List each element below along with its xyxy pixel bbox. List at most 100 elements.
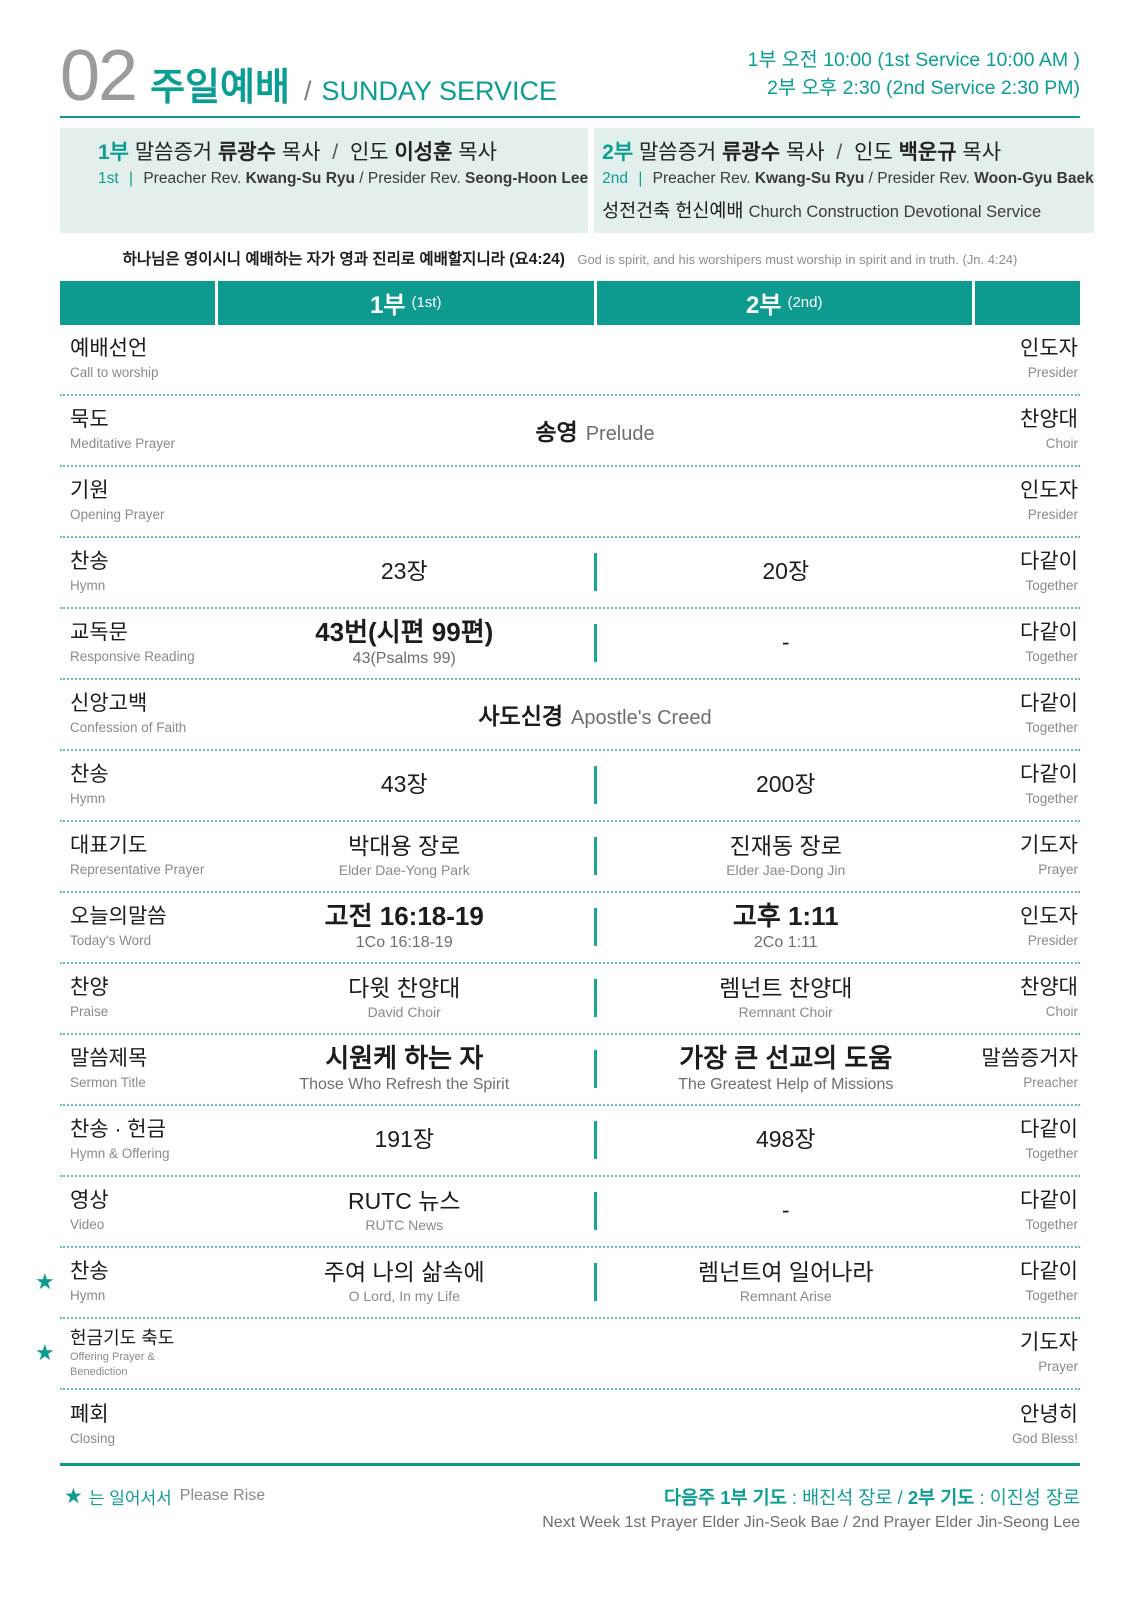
row-content-cell: 사도신경 Apostle's Creed bbox=[215, 680, 975, 749]
page-title-english: SUNDAY SERVICE bbox=[321, 76, 558, 106]
row-label-en: Sermon Title bbox=[70, 1074, 146, 1090]
row-label-cell: 찬송 Hymn bbox=[60, 550, 215, 594]
column-divider bbox=[593, 1121, 597, 1160]
row-role-ko: 다같이 bbox=[1020, 1189, 1078, 1213]
row-role-ko: 기도자 bbox=[1020, 834, 1078, 858]
first-preacher-name-ko: 류광수 bbox=[217, 141, 276, 164]
row-second-service-content bbox=[597, 359, 976, 360]
row-role-cell: 다같이 Together bbox=[975, 550, 1080, 594]
row-role-en: Presider bbox=[1027, 364, 1078, 380]
verse-korean: 하나님은 영이시니 예배하는 자가 영과 진리로 예배할지니라 (요4:24) bbox=[122, 250, 565, 268]
row-label-ko: 예배선언 bbox=[70, 337, 148, 361]
second-preacher-suffix-ko: 목사 bbox=[785, 141, 825, 164]
row-role-en: Together bbox=[1025, 648, 1078, 664]
row-label-en: Confession of Faith bbox=[70, 719, 187, 735]
table-row: 찬송 Hymn 43장 200장 다같이 Together bbox=[60, 751, 1080, 822]
row-label-cell: 예배선언 Call to worship bbox=[60, 337, 215, 381]
row-first-ko: 박대용 장로 bbox=[348, 833, 461, 860]
row-role-ko: 인도자 bbox=[1020, 479, 1078, 503]
row-label-cell: 교독문 Responsive Reading bbox=[60, 621, 215, 665]
row-role-en: Presider bbox=[1027, 932, 1078, 948]
column-divider bbox=[593, 1192, 597, 1231]
row-role-ko: 말씀증거자 bbox=[981, 1047, 1078, 1071]
row-role-cell: 다같이 Together bbox=[975, 621, 1080, 665]
row-label-cell: 영상 Video bbox=[60, 1189, 215, 1233]
header-second-ko: 2부 bbox=[746, 292, 782, 320]
row-role-cell: 인도자 Presider bbox=[975, 905, 1080, 949]
row-second-service-content bbox=[597, 1425, 976, 1426]
table-header-row: 1부 (1st) 2부 (2nd) bbox=[60, 280, 1080, 325]
first-preacher-label-ko: 말씀증거 bbox=[134, 141, 213, 164]
table-row: 폐회 Closing 안녕히 God Bless! bbox=[60, 1390, 1080, 1461]
row-label-cell: ★ 찬송 Hymn bbox=[35, 1260, 215, 1304]
table-row: 찬송 · 헌금 Hymn & Offering 191장 498장 다같이 Togethe… bbox=[60, 1106, 1080, 1177]
first-preacher-suffix-ko: 목사 bbox=[281, 141, 321, 164]
service-times: 1부 오전 10:00 (1st Service 10:00 AM ) 2부 오… bbox=[748, 46, 1080, 103]
next-week-name1-ko: : 배진석 장로 / bbox=[791, 1486, 903, 1508]
second-preacher-rev-en: Rev. bbox=[719, 170, 751, 188]
row-label-ko: 찬송 · 헌금 bbox=[70, 1118, 166, 1142]
row-first-ko: 주여 나의 삶속에 bbox=[323, 1259, 485, 1286]
row-second-service-content: 200장 bbox=[597, 771, 976, 799]
header-first-en: (1st) bbox=[411, 294, 442, 312]
row-role-ko: 다같이 bbox=[1020, 550, 1078, 574]
page-title-group: 02 주일예배 / SUNDAY SERVICE bbox=[60, 40, 557, 112]
table-row: ★ 헌금기도 축도 Offering Prayer & Benediction 기도자… bbox=[35, 1319, 1080, 1390]
table-row: 오늘의말씀 Today's Word 고전 16:18-19 1Co 16:18-19… bbox=[60, 893, 1080, 964]
row-label-ko: 찬양 bbox=[70, 976, 109, 1000]
column-divider bbox=[593, 1263, 597, 1302]
row-second-ko: 렘넌트여 일어나라 bbox=[697, 1259, 874, 1286]
row-span-en: Prelude bbox=[585, 423, 655, 446]
second-preacher-name-en: Kwang-Su Ryu bbox=[754, 170, 865, 188]
star-icon: ★ bbox=[64, 1484, 83, 1508]
row-second-ko: 200장 bbox=[755, 771, 816, 798]
second-preacher-label-en: Preacher bbox=[652, 170, 716, 188]
table-body: 예배선언 Call to worship 인도자 Presider 묵도 Meditati… bbox=[35, 325, 1080, 1461]
row-label-en: Meditative Prayer bbox=[70, 435, 176, 451]
row-content-cell: 다윗 찬양대 David Choir 렘넌트 찬양대 Remnant Choir bbox=[215, 964, 975, 1033]
row-first-ko: 23장 bbox=[380, 558, 428, 585]
table-bottom-divider bbox=[60, 1462, 1080, 1466]
row-first-service-content: 다윗 찬양대 David Choir bbox=[215, 975, 594, 1021]
row-first-en: Those Who Refresh the Spirit bbox=[299, 1075, 510, 1093]
second-part-label-en: 2nd bbox=[602, 170, 628, 188]
row-second-en: 2Co 1:11 bbox=[753, 933, 818, 951]
first-presider-label-en: Presider Rev. bbox=[367, 170, 461, 188]
page-header: 02 주일예배 / SUNDAY SERVICE 1부 오전 10:00 (1s… bbox=[60, 0, 1080, 112]
table-row: 신앙고백 Confession of Faith 사도신경 Apostle's Cre… bbox=[60, 680, 1080, 751]
title-separator: / bbox=[303, 76, 312, 106]
column-divider bbox=[593, 1050, 597, 1089]
row-role-ko: 다같이 bbox=[1020, 621, 1078, 645]
row-second-ko: - bbox=[781, 1197, 790, 1224]
next-week-english: Next Week 1st Prayer Elder Jin-Seok Bae … bbox=[542, 1513, 1080, 1531]
first-service-english: 1st | Preacher Rev. Kwang-Su Ryu / Presi… bbox=[98, 170, 589, 188]
row-label-ko: 교독문 bbox=[70, 621, 128, 645]
row-content-cell: 43번(시편 99편) 43(Psalms 99) - bbox=[215, 609, 975, 678]
row-span-content: 사도신경 Apostle's Creed bbox=[215, 697, 975, 731]
next-week-prayer: 다음주 1부 기도 : 배진석 장로 / 2부 기도 : 이진성 장로 Next… bbox=[542, 1484, 1080, 1532]
second-service-english: 2nd | Preacher Rev. Kwang-Su Ryu / Presi… bbox=[602, 170, 1094, 188]
row-content-cell: 191장 498장 bbox=[215, 1106, 975, 1175]
row-content-cell: 박대용 장로 Elder Dae-Yong Park 진재동 장로 Elder Jae… bbox=[215, 822, 975, 891]
star-icon: ★ bbox=[35, 1340, 55, 1366]
row-first-service-content: 박대용 장로 Elder Dae-Yong Park bbox=[215, 833, 594, 879]
next-week-part2-ko: 2부 기도 bbox=[907, 1486, 975, 1508]
row-role-cell: 다같이 Together bbox=[975, 1118, 1080, 1162]
service-time-first: 1부 오전 10:00 (1st Service 10:00 AM ) bbox=[747, 49, 1080, 71]
first-service-korean: 1부 말씀증거 류광수 목사 / 인도 이성훈 목사 bbox=[98, 141, 497, 164]
first-presider-name-ko: 이성훈 bbox=[394, 141, 453, 164]
row-label-en: Hymn bbox=[70, 577, 106, 593]
second-presider-name-en: Woon-Gyu Baek bbox=[974, 170, 1094, 188]
row-content-cell: 고전 16:18-19 1Co 16:18-19 고후 1:11 2Co 1:11 bbox=[215, 893, 975, 962]
row-role-en: Presider bbox=[1027, 506, 1078, 522]
service-info-row: 1부 말씀증거 류광수 목사 / 인도 이성훈 목사 1st | Preache… bbox=[60, 128, 1094, 233]
row-label-cell: 찬송 · 헌금 Hymn & Offering bbox=[60, 1118, 215, 1162]
row-second-ko: - bbox=[781, 629, 790, 656]
row-label-cell: 말씀제목 Sermon Title bbox=[60, 1047, 215, 1091]
header-cell-second-service: 2부 (2nd) bbox=[596, 280, 972, 325]
row-label-en: Offering Prayer & Benediction bbox=[70, 1351, 155, 1378]
header-cell-first-service: 1부 (1st) bbox=[218, 280, 594, 325]
row-second-service-content: 고후 1:11 2Co 1:11 bbox=[597, 901, 976, 953]
row-second-service-content: 진재동 장로 Elder Jae-Dong Jin bbox=[597, 833, 976, 879]
